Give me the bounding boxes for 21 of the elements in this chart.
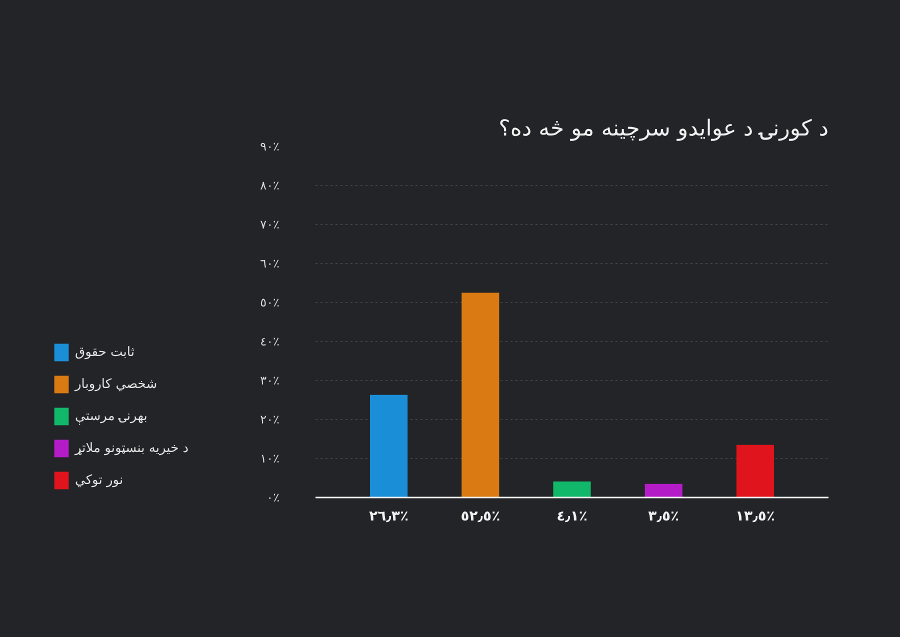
y-tick-label: ٠٪ xyxy=(266,490,280,504)
data-label: ٢٦٫٣٪ xyxy=(369,508,409,524)
y-tick-label: ٩٠٪ xyxy=(260,140,280,154)
y-tick-label: ٨٠٪ xyxy=(260,178,280,192)
y-tick-label: ٢٠٪ xyxy=(260,412,280,426)
chart-title: د کورنۍ د عوایدو سرچینه مو څه ده؟ xyxy=(498,116,829,142)
legend-label: شخصي کاروبار xyxy=(75,376,158,392)
legend-label: نور توکي xyxy=(75,472,124,488)
data-label: ٤٫١٪ xyxy=(556,508,588,524)
y-tick-label: ٦٠٪ xyxy=(260,256,280,270)
legend-label: بهرنۍ مرستې xyxy=(75,408,148,424)
y-tick-label: ٣٠٪ xyxy=(260,374,280,388)
data-label: ٣٫٥٪ xyxy=(648,508,680,524)
legend-label: د خیریه بنسټونو ملاتړ xyxy=(75,440,189,456)
legend-label: ثابت حقوق xyxy=(75,344,135,360)
data-label: ١٣٫٥٪ xyxy=(736,508,775,524)
y-tick-label: ٥٠٪ xyxy=(260,296,280,310)
y-tick-label: ٧٠٪ xyxy=(260,218,280,232)
y-tick-label: ٤٠٪ xyxy=(260,334,280,348)
y-tick-label: ١٠٪ xyxy=(260,452,280,466)
data-label: ٥٢٫٥٪ xyxy=(460,508,500,524)
